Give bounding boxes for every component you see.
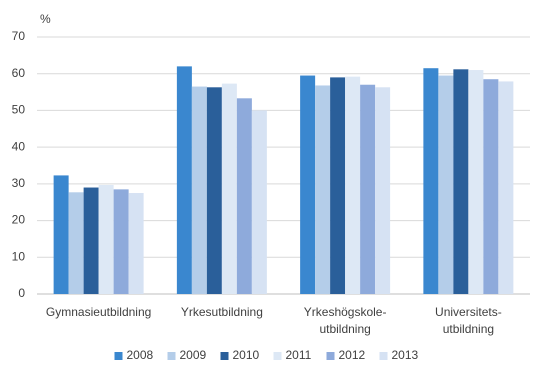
bar — [315, 85, 331, 294]
bar — [98, 184, 114, 294]
legend-label: 2009 — [180, 348, 207, 362]
bar — [83, 187, 99, 294]
bar — [360, 84, 376, 294]
legend-swatch — [220, 352, 229, 360]
bar — [221, 83, 237, 295]
legend-swatch — [273, 352, 282, 360]
legend-label: 2013 — [392, 348, 419, 362]
bar — [300, 75, 316, 294]
bar — [330, 77, 346, 294]
bar — [483, 79, 499, 294]
legend-swatch — [326, 352, 335, 360]
legend-label: 2010 — [233, 348, 260, 362]
bar — [113, 189, 129, 294]
bar — [498, 81, 514, 294]
legend-label: 2011 — [286, 348, 312, 362]
x-tick-label: Gymnasieutbildning — [46, 305, 151, 319]
bar — [423, 68, 439, 294]
bar — [345, 76, 361, 294]
bar — [468, 70, 484, 295]
y-tick-label: 50 — [12, 103, 26, 117]
bar — [176, 66, 192, 294]
y-tick-label: 0 — [18, 286, 25, 300]
bar — [375, 87, 391, 294]
bar — [206, 87, 222, 294]
bar — [438, 75, 454, 294]
bar — [53, 175, 69, 294]
y-tick-label: 10 — [12, 249, 26, 263]
y-unit: % — [40, 12, 51, 26]
bar — [68, 192, 84, 294]
legend-swatch — [379, 352, 388, 360]
legend-swatch — [167, 352, 176, 360]
x-tick-label: Yrkeshögskole-utbildning — [304, 305, 387, 336]
legend-label: 2008 — [127, 348, 154, 362]
x-tick-label: Universitets-utbildning — [435, 305, 502, 336]
legend-swatch — [114, 352, 123, 360]
y-tick-label: 20 — [12, 213, 26, 227]
y-tick-label: 40 — [12, 139, 26, 153]
bar — [251, 110, 267, 294]
bar — [191, 86, 207, 294]
bar — [453, 69, 469, 295]
y-tick-label: 60 — [12, 66, 26, 80]
bar — [128, 193, 144, 294]
legend-label: 2012 — [339, 348, 366, 362]
y-tick-label: 70 — [12, 29, 26, 43]
bar — [236, 98, 252, 294]
y-tick-label: 30 — [12, 176, 26, 190]
x-tick-label: Yrkesutbildning — [181, 305, 263, 319]
